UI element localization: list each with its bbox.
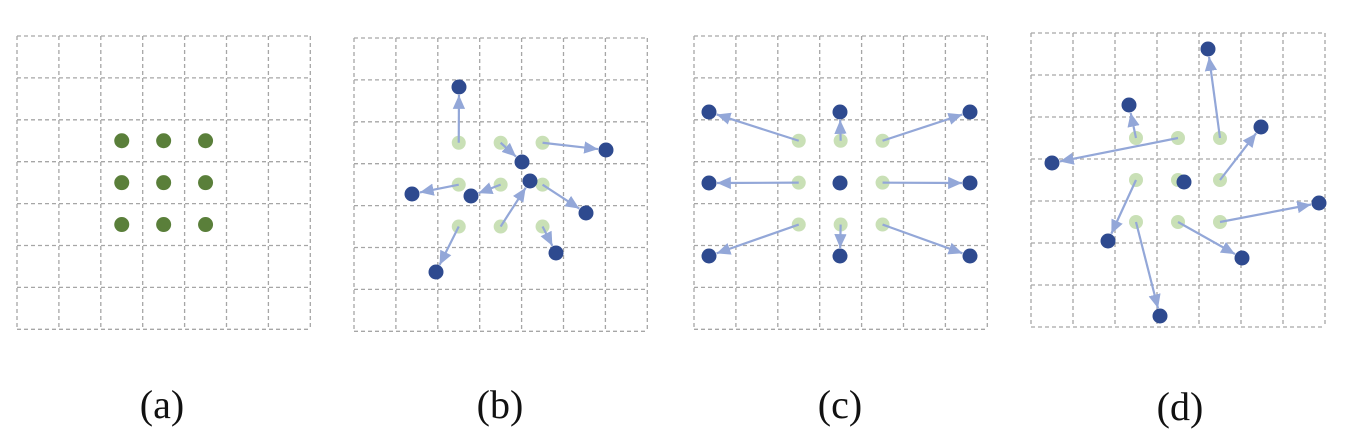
offset-point — [598, 142, 614, 158]
panel-c — [693, 35, 988, 330]
offset-point — [701, 104, 717, 120]
offset-point — [514, 154, 530, 170]
offset-point — [578, 205, 594, 221]
offset-point — [522, 173, 538, 189]
sample-point — [156, 133, 172, 149]
offset-point — [1121, 97, 1137, 113]
offset-point — [463, 188, 479, 204]
offset-point — [701, 248, 717, 264]
offset-point — [962, 104, 978, 120]
offset-arrow — [541, 183, 580, 210]
offset-point — [451, 79, 467, 95]
offset-arrow — [1219, 201, 1312, 224]
offset-point — [1152, 308, 1168, 324]
offset-arrow — [716, 223, 800, 255]
sample-point — [198, 217, 214, 233]
offset-point — [1200, 41, 1216, 57]
sample-point — [114, 217, 130, 233]
offset-arrow — [1219, 132, 1257, 181]
offset-point — [1176, 174, 1192, 190]
panel-b — [353, 37, 648, 332]
offset-arrow — [1134, 221, 1161, 309]
offset-arrow — [1110, 179, 1137, 235]
offset-point — [1311, 195, 1327, 211]
caption-c: (c) — [818, 382, 862, 427]
sample-point — [156, 217, 172, 233]
offset-arrow — [716, 112, 800, 142]
offset-point — [548, 245, 564, 261]
offset-point — [962, 175, 978, 191]
offset-arrow — [882, 112, 963, 142]
caption-d: (d) — [1157, 384, 1204, 429]
offset-point — [1044, 155, 1060, 171]
offset-arrow — [478, 182, 502, 195]
offset-arrow — [540, 226, 554, 247]
offset-point — [428, 264, 444, 280]
offset-arrow — [499, 141, 517, 158]
offset-point — [1234, 250, 1250, 266]
offset-arrow — [1204, 56, 1222, 139]
caption-b: (b) — [477, 382, 524, 427]
offset-point — [1100, 233, 1116, 249]
panel-d — [1030, 32, 1327, 328]
offset-point — [832, 248, 848, 264]
caption-a: (a) — [140, 382, 184, 427]
offset-point — [1253, 119, 1269, 135]
offset-arrow — [499, 187, 527, 228]
panel-a — [16, 35, 311, 330]
offset-point — [701, 175, 717, 191]
offset-arrow — [542, 141, 599, 154]
offset-point — [832, 175, 848, 191]
offset-arrow — [419, 183, 459, 196]
offset-arrow — [438, 226, 460, 266]
offset-point — [832, 104, 848, 120]
sample-point — [198, 133, 214, 149]
sample-point — [114, 175, 130, 191]
sample-point — [156, 175, 172, 191]
offset-arrow — [1059, 136, 1179, 165]
sample-point — [114, 133, 130, 149]
offset-arrow — [882, 223, 963, 255]
offset-point — [962, 248, 978, 264]
offset-point — [404, 186, 420, 202]
offset-arrow — [1127, 112, 1140, 139]
sample-point — [198, 175, 214, 191]
offset-arrow — [1177, 221, 1236, 256]
